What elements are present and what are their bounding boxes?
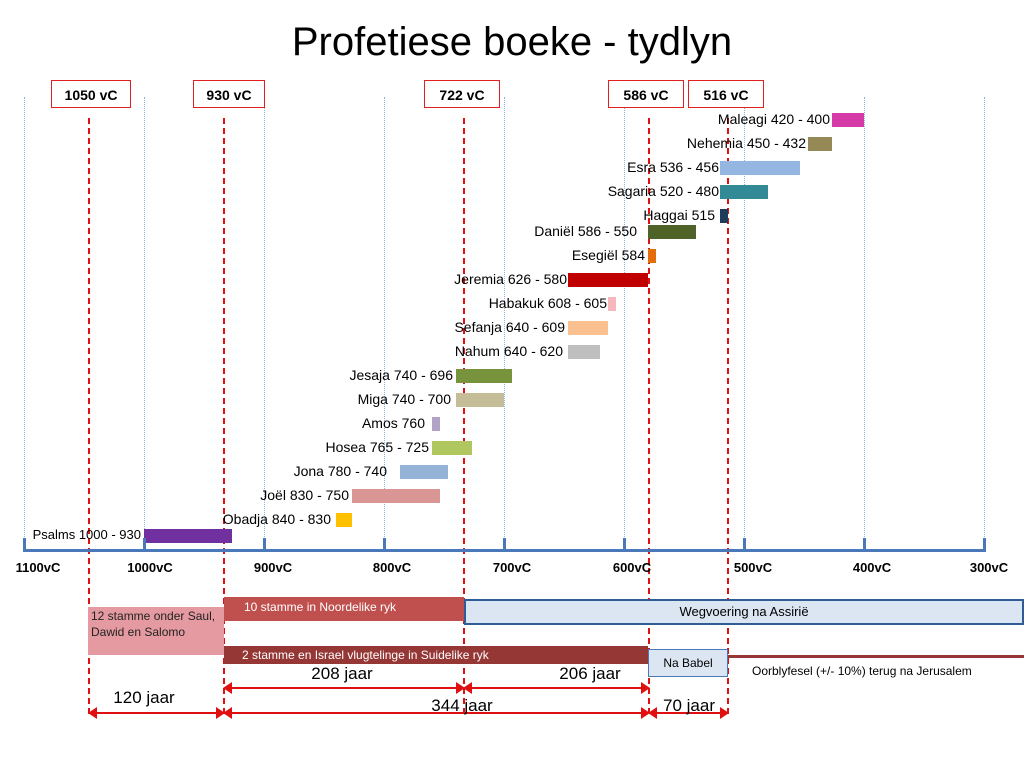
axis-label-600: 600vC bbox=[612, 560, 652, 575]
bar-esegiel bbox=[648, 249, 656, 263]
label-psalms: Psalms 1000 - 930 bbox=[32, 527, 141, 542]
label-sefanja: Sefanja 640 - 609 bbox=[454, 319, 565, 335]
axis-tick bbox=[383, 538, 386, 552]
gridline bbox=[264, 97, 265, 547]
bar-daniel bbox=[648, 225, 696, 239]
bar-sagaria bbox=[720, 185, 768, 199]
page-title: Profetiese boeke - tydlyn bbox=[291, 20, 733, 64]
bar-amos bbox=[432, 417, 440, 431]
gridline bbox=[144, 97, 145, 547]
bar-hosea bbox=[432, 441, 472, 455]
axis-label-800: 800vC bbox=[372, 560, 412, 575]
axis-tick bbox=[23, 538, 26, 552]
redline-930 bbox=[223, 118, 225, 714]
bar-esra bbox=[720, 161, 800, 175]
bar-miga bbox=[456, 393, 504, 407]
axis-label-900: 900vC bbox=[253, 560, 293, 575]
span-label-120: 120 jaar bbox=[113, 688, 175, 707]
axis-tick bbox=[143, 538, 146, 552]
label-esegiel: Esegiël 584 bbox=[571, 247, 645, 263]
gridline bbox=[24, 97, 25, 547]
label-hosea: Hosea 765 - 725 bbox=[325, 439, 429, 455]
span-arrow-208 bbox=[223, 682, 465, 694]
gridline bbox=[384, 97, 385, 547]
label-obadja: Obadja 840 - 830 bbox=[222, 511, 331, 527]
span-arrow-70 bbox=[648, 707, 729, 719]
span-arrow-120 bbox=[88, 707, 225, 719]
marker-586: 586 vC bbox=[608, 80, 684, 108]
label-haggai: Haggai 515 bbox=[643, 207, 715, 223]
marker-722: 722 vC bbox=[424, 80, 500, 108]
label-amos: Amos 760 bbox=[361, 415, 425, 431]
redline-586 bbox=[648, 118, 650, 714]
bar-obadja bbox=[336, 513, 352, 527]
label-miga: Miga 740 - 700 bbox=[357, 391, 451, 407]
bar-nehemia bbox=[808, 137, 832, 151]
label-habakuk: Habakuk 608 - 605 bbox=[488, 295, 607, 311]
marker-516: 516 vC bbox=[688, 80, 764, 108]
redline-516 bbox=[727, 118, 729, 714]
bar-sefanja bbox=[568, 321, 608, 335]
label-joel: Joël 830 - 750 bbox=[260, 487, 349, 503]
bar-haggai bbox=[720, 209, 728, 223]
bar-jeremia bbox=[568, 273, 648, 287]
axis-label-500: 500vC bbox=[733, 560, 773, 575]
axis-tick bbox=[863, 538, 866, 552]
span-label-344: 344 jaar bbox=[431, 696, 493, 715]
label-nahum: Nahum 640 - 620 bbox=[454, 343, 563, 359]
marker-1050: 1050 vC bbox=[51, 80, 131, 108]
label-esra: Esra 536 - 456 bbox=[627, 159, 719, 175]
label-daniel: Daniël 586 - 550 bbox=[534, 223, 637, 239]
region-northern-kingdom: 10 stamme in Noordelike ryk bbox=[224, 597, 464, 621]
gridline bbox=[504, 97, 505, 547]
axis-label-700: 700vC bbox=[492, 560, 532, 575]
span-label-206: 206 jaar bbox=[559, 664, 621, 683]
axis-tick bbox=[983, 538, 986, 552]
span-arrow-344 bbox=[223, 707, 650, 719]
gridline bbox=[864, 97, 865, 547]
axis-label-300: 300vC bbox=[969, 560, 1009, 575]
remnant-line bbox=[728, 655, 1024, 658]
bar-maleagi bbox=[832, 113, 864, 127]
region-babylon: Na Babel bbox=[648, 649, 728, 677]
label-jeremia: Jeremia 626 - 580 bbox=[454, 271, 567, 287]
span-label-70: 70 jaar bbox=[663, 696, 715, 715]
redline-1050 bbox=[88, 118, 90, 714]
bar-jesaja bbox=[456, 369, 512, 383]
bar-jona bbox=[400, 465, 448, 479]
gridline bbox=[984, 97, 985, 547]
region-united-kingdom: 12 stamme onder Saul, Dawid en Salomo bbox=[88, 607, 224, 655]
span-arrow-206 bbox=[463, 682, 650, 694]
region-assyrian-exile: Wegvoering na Assirië bbox=[464, 599, 1024, 625]
label-jesaja: Jesaja 740 - 696 bbox=[349, 367, 453, 383]
axis-label-1100: 1100vC bbox=[15, 560, 61, 575]
label-maleagi: Maleagi 420 - 400 bbox=[717, 111, 830, 127]
bar-habakuk bbox=[608, 297, 616, 311]
marker-930: 930 vC bbox=[193, 80, 265, 108]
bar-psalms bbox=[144, 529, 232, 543]
redline-722 bbox=[463, 118, 465, 714]
region-remnant: Oorblyfesel (+/- 10%) terug na Jerusalem bbox=[752, 664, 972, 678]
label-jona: Jona 780 - 740 bbox=[293, 463, 387, 479]
axis-label-400: 400vC bbox=[852, 560, 892, 575]
span-label-208: 208 jaar bbox=[311, 664, 373, 683]
axis-tick bbox=[623, 538, 626, 552]
label-sagaria: Sagaria 520 - 480 bbox=[607, 183, 719, 199]
axis-label-1000: 1000vC bbox=[127, 560, 173, 575]
region-southern-kingdom: 2 stamme en Israel vlugtelinge in Suidel… bbox=[224, 646, 648, 664]
axis-tick bbox=[263, 538, 266, 552]
gridline bbox=[744, 97, 745, 547]
axis-tick bbox=[743, 538, 746, 552]
bar-joel bbox=[352, 489, 440, 503]
label-nehemia: Nehemia 450 - 432 bbox=[686, 135, 806, 151]
bar-nahum bbox=[568, 345, 600, 359]
axis-tick bbox=[503, 538, 506, 552]
gridline bbox=[624, 97, 625, 547]
